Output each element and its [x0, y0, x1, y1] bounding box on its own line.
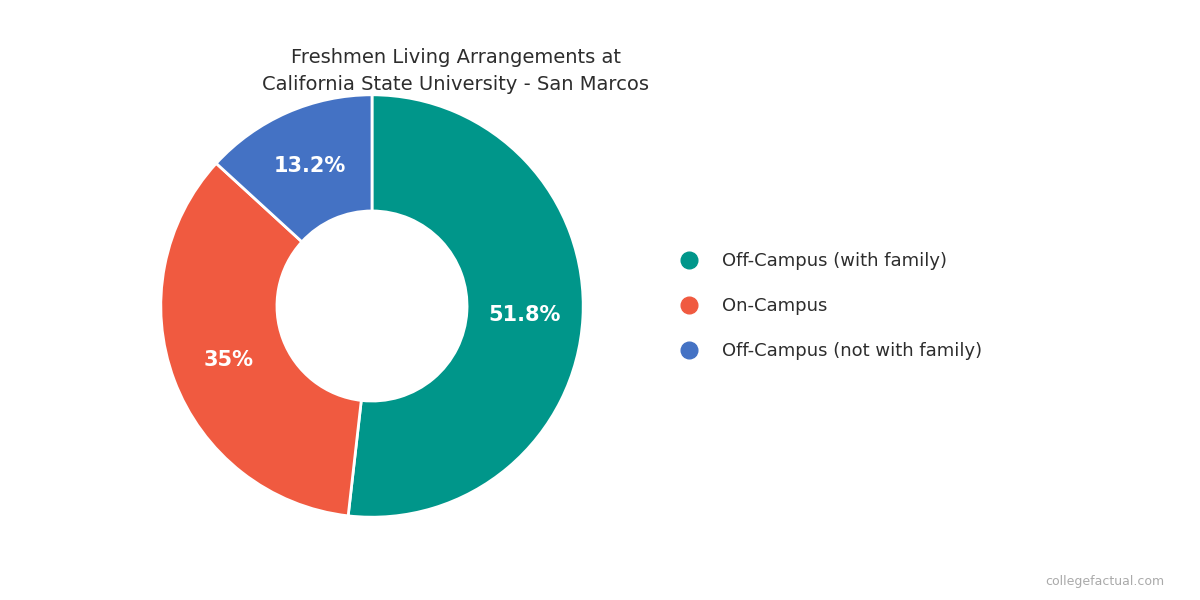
Wedge shape: [161, 163, 361, 516]
Text: 13.2%: 13.2%: [274, 156, 347, 176]
Text: 35%: 35%: [204, 350, 253, 370]
Wedge shape: [216, 95, 372, 242]
Wedge shape: [348, 95, 583, 517]
Text: 51.8%: 51.8%: [488, 305, 562, 325]
Legend: Off-Campus (with family), On-Campus, Off-Campus (not with family): Off-Campus (with family), On-Campus, Off…: [672, 252, 982, 360]
Text: collegefactual.com: collegefactual.com: [1045, 575, 1164, 588]
Text: Freshmen Living Arrangements at
California State University - San Marcos: Freshmen Living Arrangements at Californ…: [263, 48, 649, 94]
